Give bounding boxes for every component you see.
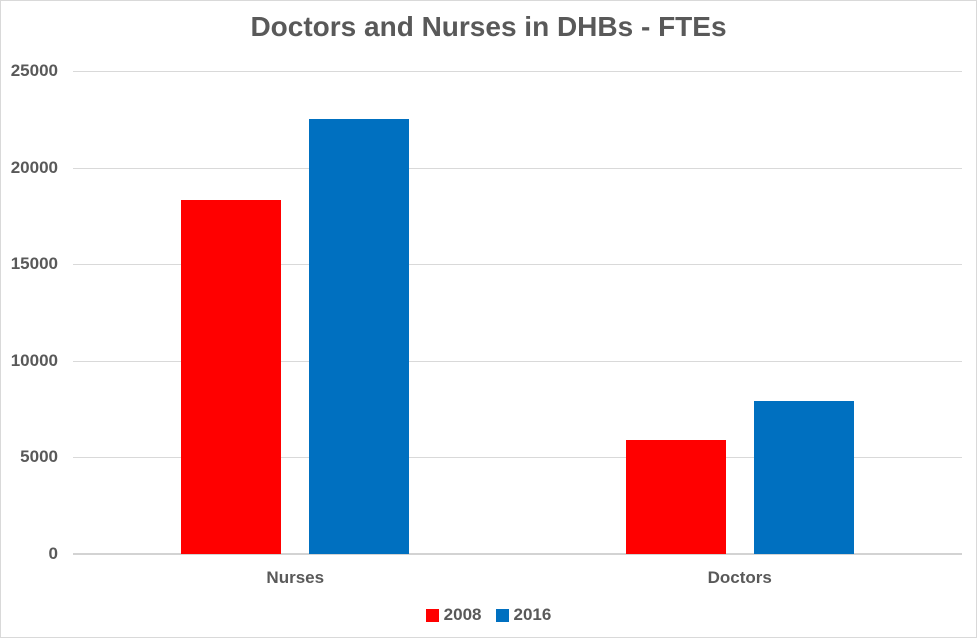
legend-swatch-2008	[425, 608, 439, 622]
gridline-15000	[73, 264, 962, 266]
gridline-10000	[73, 360, 962, 362]
bar-2016-nurses	[309, 119, 410, 554]
y-tick-label-10000: 10000	[10, 350, 58, 370]
legend-label-2008: 2008	[443, 605, 482, 624]
legend-swatch-2016	[495, 608, 509, 622]
y-tick-label-20000: 20000	[10, 157, 58, 177]
legend-label-2016: 2016	[513, 605, 552, 624]
bar-2016-doctors	[753, 401, 854, 554]
gridline-20000	[73, 167, 962, 169]
legend: 2008 2016	[1, 605, 976, 625]
x-category-label-nurses: Nurses	[266, 568, 325, 587]
legend-item-2008: 2008	[425, 605, 482, 625]
bar-2008-doctors	[625, 440, 726, 554]
gridline-5000	[73, 457, 962, 459]
plot-area	[73, 71, 962, 555]
chart-title: Doctors and Nurses in DHBs - FTEs	[250, 11, 727, 42]
y-tick-label-15000: 15000	[10, 254, 58, 274]
x-axis-line	[73, 553, 962, 555]
bar-2008-nurses	[181, 200, 282, 554]
y-tick-label-0: 0	[48, 544, 58, 563]
gridline-25000	[73, 71, 962, 72]
y-tick-label-25000: 25000	[10, 61, 58, 80]
y-tick-label-5000: 5000	[20, 447, 58, 467]
x-category-label-doctors: Doctors	[707, 568, 772, 587]
legend-item-2016: 2016	[495, 605, 552, 625]
